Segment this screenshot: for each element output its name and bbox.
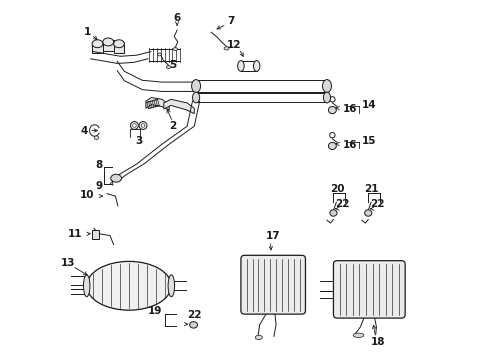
- Ellipse shape: [92, 40, 102, 48]
- Ellipse shape: [83, 275, 90, 297]
- Text: 16: 16: [342, 140, 356, 150]
- Ellipse shape: [172, 48, 178, 50]
- Ellipse shape: [237, 60, 244, 71]
- Ellipse shape: [329, 210, 336, 216]
- Ellipse shape: [253, 60, 260, 71]
- Ellipse shape: [322, 80, 331, 93]
- Ellipse shape: [130, 122, 138, 130]
- Ellipse shape: [352, 333, 363, 337]
- FancyBboxPatch shape: [241, 255, 305, 314]
- Ellipse shape: [113, 40, 124, 48]
- Text: 10: 10: [80, 190, 94, 200]
- Text: 11: 11: [68, 229, 82, 239]
- Text: 22: 22: [335, 199, 349, 209]
- Ellipse shape: [157, 53, 162, 56]
- Ellipse shape: [166, 66, 170, 68]
- Ellipse shape: [110, 174, 121, 182]
- Polygon shape: [145, 98, 169, 110]
- Text: 15: 15: [362, 136, 376, 146]
- Bar: [102, 40, 113, 51]
- Ellipse shape: [102, 38, 113, 46]
- Text: 8: 8: [95, 159, 102, 170]
- Ellipse shape: [191, 80, 200, 93]
- Ellipse shape: [323, 92, 330, 103]
- Ellipse shape: [224, 47, 228, 50]
- FancyBboxPatch shape: [333, 261, 405, 318]
- Ellipse shape: [192, 92, 199, 103]
- Text: 18: 18: [370, 337, 385, 347]
- Ellipse shape: [86, 261, 171, 310]
- Text: 22: 22: [369, 199, 384, 209]
- Ellipse shape: [132, 124, 136, 127]
- Text: 20: 20: [329, 184, 344, 194]
- Text: 5: 5: [169, 60, 176, 70]
- Text: 19: 19: [147, 306, 162, 315]
- Polygon shape: [163, 99, 194, 114]
- Text: 4: 4: [80, 126, 87, 135]
- Text: 16: 16: [342, 104, 356, 114]
- Ellipse shape: [255, 335, 262, 339]
- Bar: [92, 230, 99, 239]
- Bar: [92, 42, 102, 53]
- Ellipse shape: [364, 210, 371, 216]
- Text: 12: 12: [226, 40, 241, 50]
- Ellipse shape: [168, 275, 174, 297]
- Text: 22: 22: [187, 310, 201, 320]
- Ellipse shape: [328, 142, 336, 149]
- Ellipse shape: [189, 321, 197, 328]
- Text: 14: 14: [362, 100, 376, 111]
- Text: 2: 2: [169, 121, 176, 131]
- Ellipse shape: [94, 136, 99, 139]
- Ellipse shape: [141, 124, 144, 127]
- Bar: [113, 42, 124, 53]
- Text: 21: 21: [364, 184, 378, 194]
- Text: 6: 6: [173, 13, 181, 23]
- Ellipse shape: [328, 107, 336, 114]
- Text: 13: 13: [61, 258, 75, 268]
- Text: 7: 7: [227, 17, 234, 27]
- Text: 1: 1: [83, 27, 91, 37]
- Text: 3: 3: [135, 136, 142, 145]
- Ellipse shape: [139, 122, 147, 130]
- Text: 17: 17: [265, 231, 280, 240]
- Text: 9: 9: [95, 181, 102, 192]
